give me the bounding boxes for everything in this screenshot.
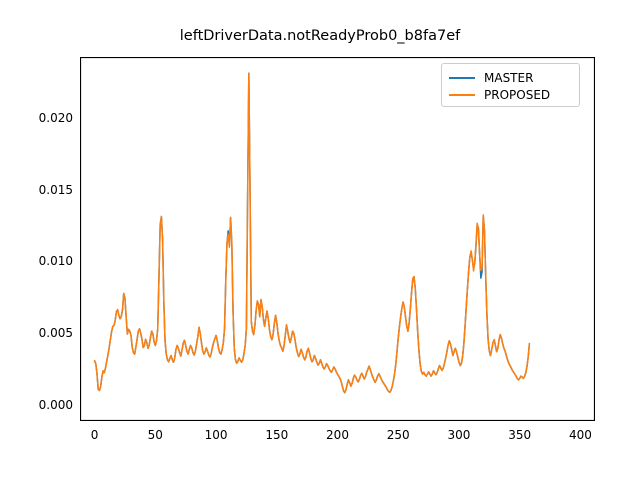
legend-line-swatch-master	[449, 76, 475, 79]
legend-entry-proposed: PROPOSED	[449, 86, 572, 103]
axes-frame	[80, 57, 595, 421]
series-layer	[93, 72, 531, 394]
x-tick-label: 250	[386, 428, 410, 442]
x-tick-label: 150	[265, 428, 289, 442]
plot-area	[80, 57, 595, 421]
series-line-proposed	[93, 73, 531, 394]
tick-layer	[80, 118, 580, 421]
legend-line-swatch-proposed	[449, 93, 475, 96]
plot-svg	[80, 57, 595, 421]
page-title: leftDriverData.notReadyProb0_b8fa7ef	[179, 28, 461, 44]
x-tick-label: 350	[508, 428, 532, 442]
x-tick-label: 0	[90, 428, 99, 442]
legend: MASTER PROPOSED	[441, 63, 580, 107]
y-tick-label: 0.000	[38, 397, 73, 412]
x-tick-label: 50	[147, 428, 163, 442]
x-tick-label: 200	[326, 428, 349, 442]
legend-label-proposed: PROPOSED	[484, 87, 551, 102]
legend-label-master: MASTER	[484, 70, 534, 85]
x-tick-label: 100	[204, 428, 228, 442]
legend-entry-master: MASTER	[449, 69, 572, 86]
y-tick-label: 0.015	[38, 182, 73, 197]
y-tick-label: 0.005	[38, 325, 73, 340]
x-tick-label: 400	[568, 428, 592, 442]
y-tick-label: 0.010	[38, 254, 73, 269]
x-tick-label: 300	[447, 428, 471, 442]
y-tick-label: 0.020	[38, 110, 73, 125]
